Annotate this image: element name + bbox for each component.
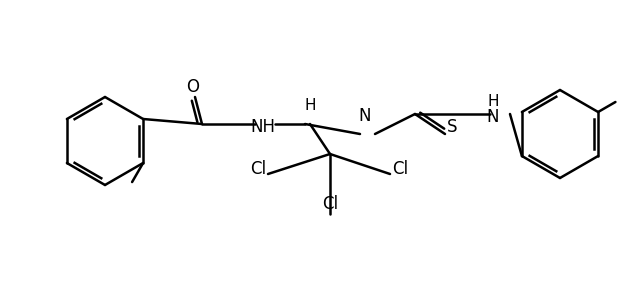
Text: Cl: Cl <box>392 160 408 178</box>
Text: Cl: Cl <box>250 160 266 178</box>
Text: H: H <box>487 95 499 110</box>
Text: O: O <box>186 78 200 96</box>
Text: H: H <box>304 99 316 114</box>
Text: NH: NH <box>250 118 275 136</box>
Text: S: S <box>447 118 457 136</box>
Text: N: N <box>359 107 371 125</box>
Text: Cl: Cl <box>322 195 338 213</box>
Text: N: N <box>487 108 499 126</box>
